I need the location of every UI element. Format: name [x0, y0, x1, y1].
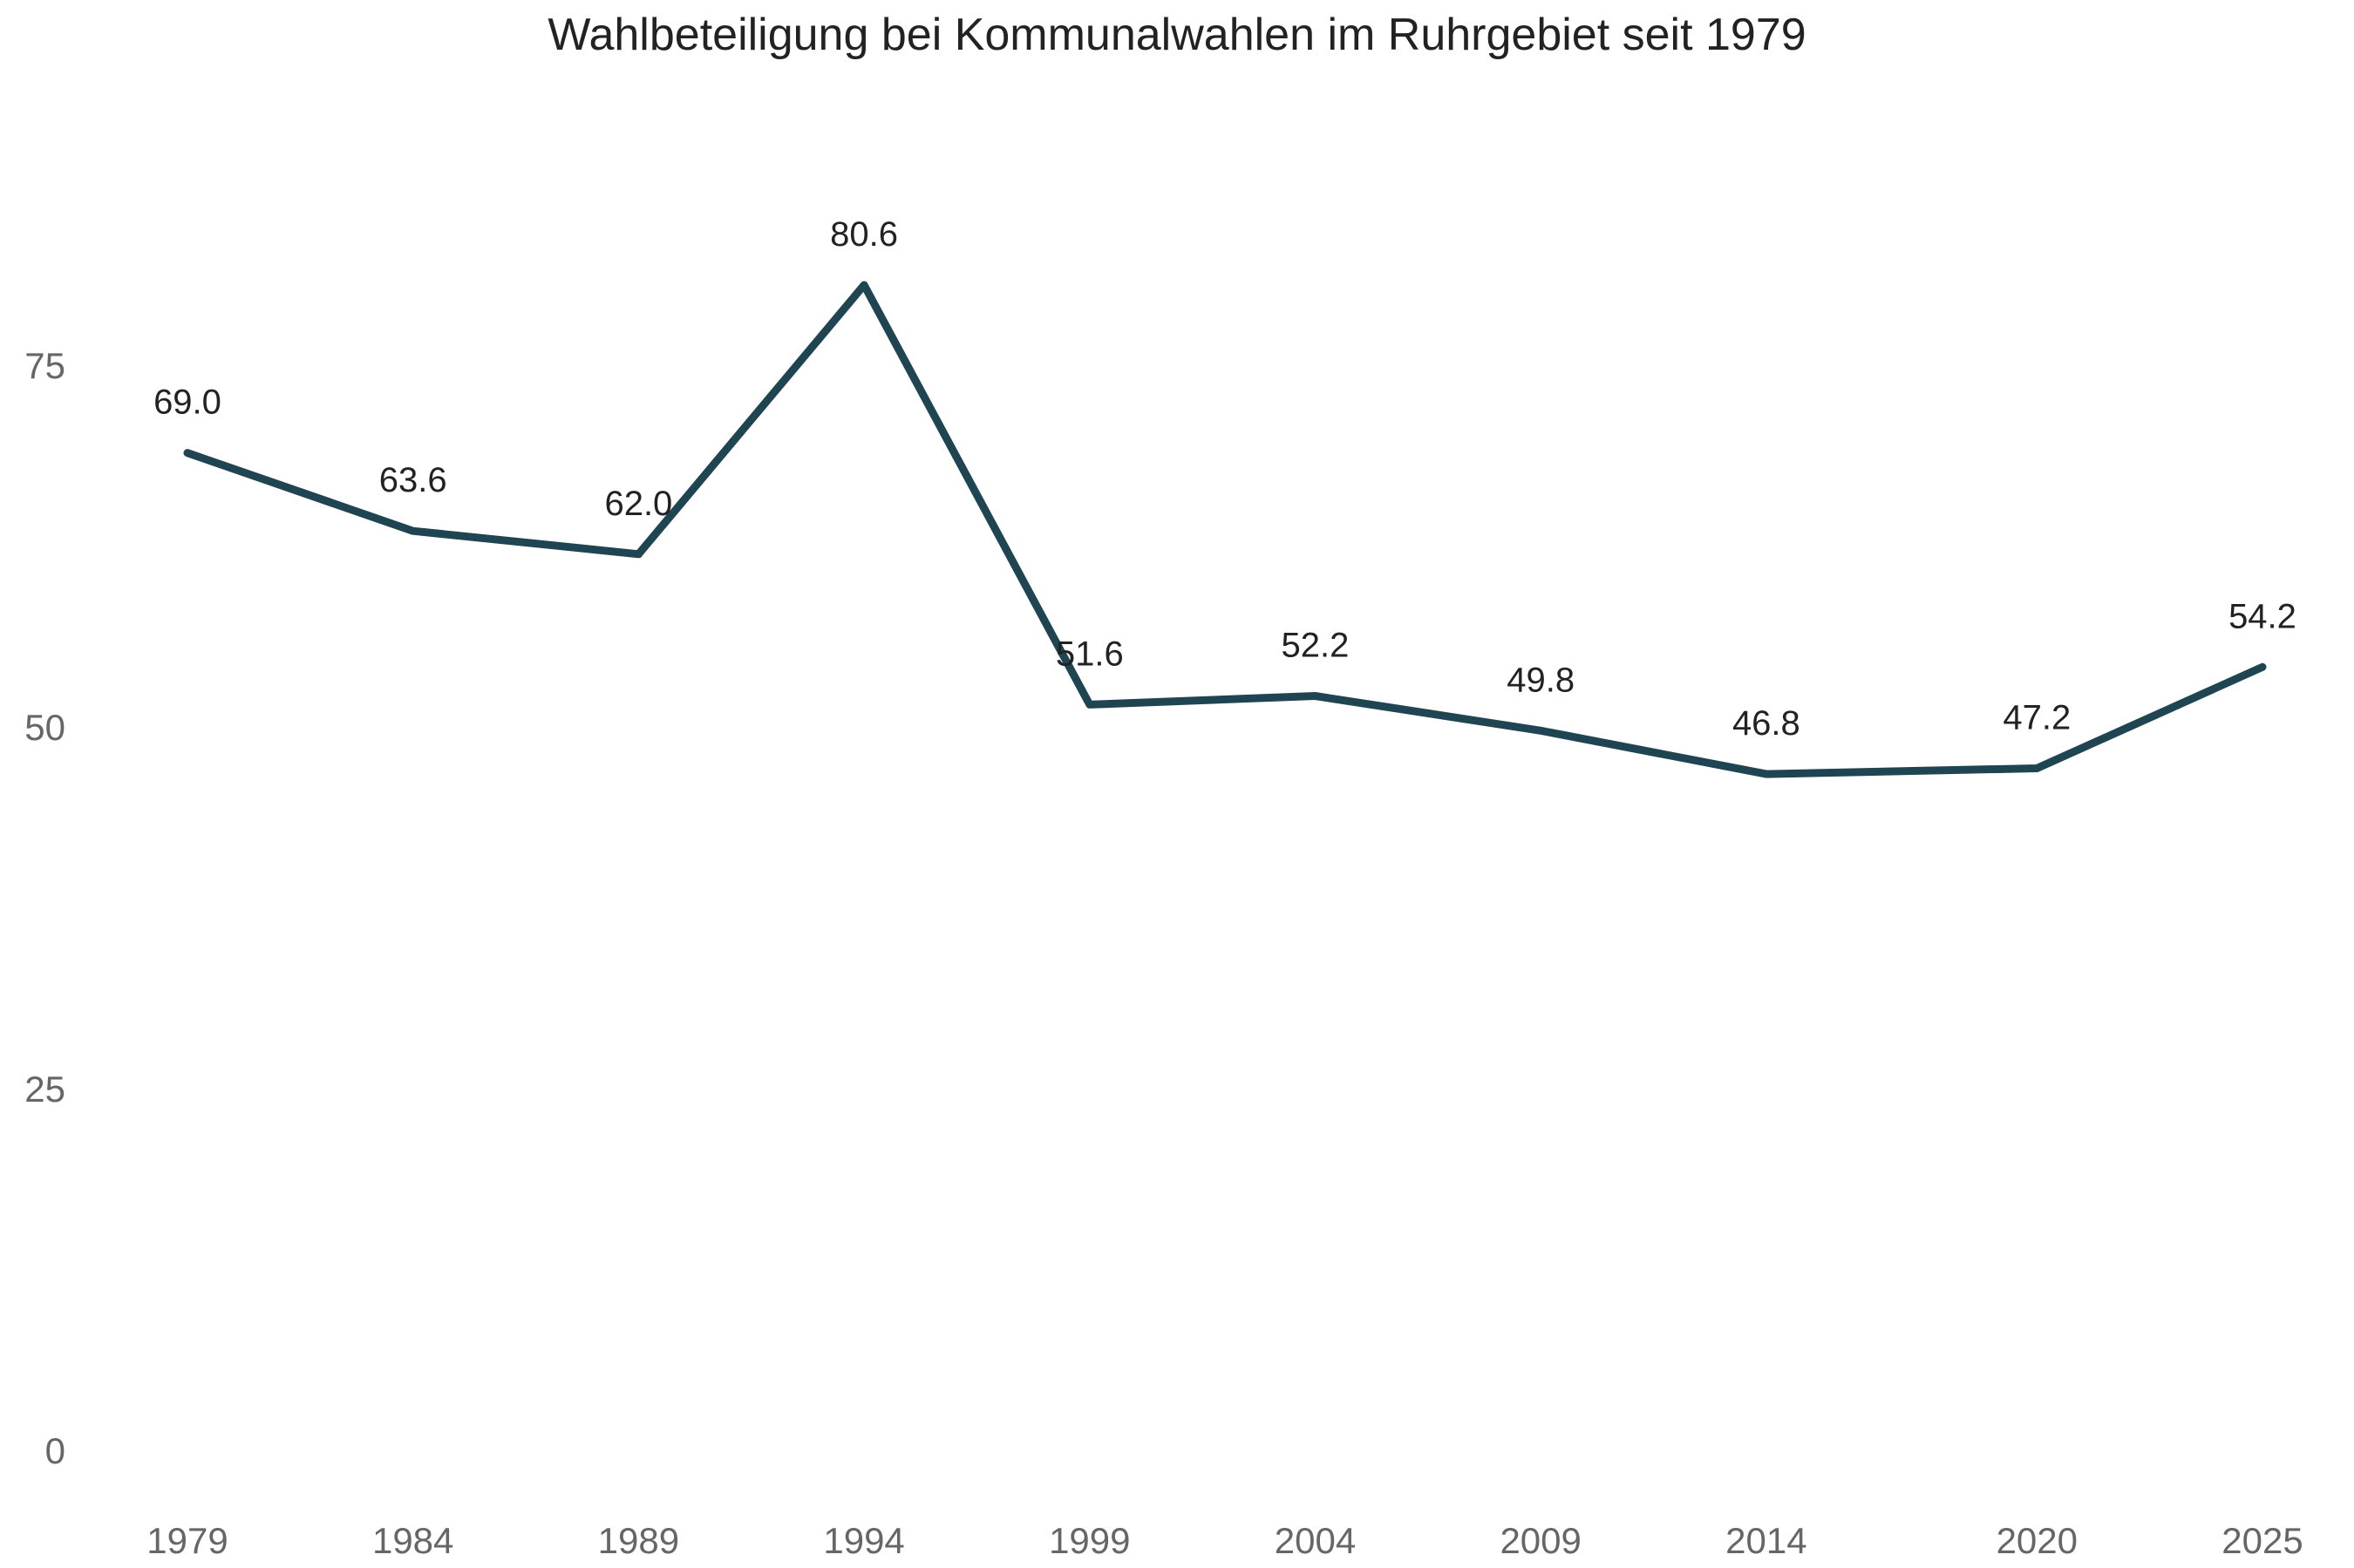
x-tick-label: 1989 [598, 1520, 679, 1561]
x-tick-label: 2004 [1275, 1520, 1356, 1561]
data-label: 52.2 [1282, 626, 1350, 664]
series-group [183, 281, 2267, 778]
data-label: 46.8 [1732, 704, 1800, 743]
data-label: 62.0 [604, 485, 672, 523]
x-tick-label: 2014 [1725, 1520, 1806, 1561]
x-tick-label: 1979 [146, 1520, 228, 1561]
y-tick-label: 25 [24, 1069, 65, 1110]
data-label: 54.2 [2228, 597, 2296, 635]
data-point [187, 452, 188, 454]
series-line [183, 281, 2267, 778]
data-label: 49.8 [1507, 661, 1575, 699]
x-tick-label: 2020 [1997, 1520, 2078, 1561]
data-point [2036, 767, 2038, 769]
data-label: 51.6 [1056, 635, 1124, 673]
data-label: 47.2 [2003, 698, 2071, 736]
data-labels: 69.0 63.6 62.0 80.6 51.6 52.2 49.8 46.8 47.2 54.2 [153, 215, 2296, 743]
data-point [637, 553, 639, 555]
data-label: 69.0 [153, 384, 221, 422]
y-axis: 0 25 50 75 [24, 345, 65, 1471]
data-point [1089, 703, 1091, 705]
y-tick-label: 0 [45, 1430, 65, 1471]
data-label: 63.6 [379, 461, 447, 499]
x-tick-label: 2025 [2221, 1520, 2303, 1561]
y-tick-label: 50 [24, 707, 65, 748]
x-tick-label: 1984 [372, 1520, 453, 1561]
data-label: 80.6 [830, 215, 898, 254]
x-tick-label: 1994 [823, 1520, 904, 1561]
data-point [412, 530, 414, 532]
x-tick-label: 2009 [1500, 1520, 1581, 1561]
x-tick-label: 1999 [1049, 1520, 1130, 1561]
data-point [863, 284, 865, 286]
chart-title: Wahlbeteiligung bei Kommunalwahlen im Ru… [548, 10, 1806, 60]
y-tick-label: 75 [24, 345, 65, 386]
data-point [2262, 666, 2263, 668]
x-axis: 1979 1984 1989 1994 1999 2004 2009 2014 2020 2025 [146, 1520, 2303, 1561]
